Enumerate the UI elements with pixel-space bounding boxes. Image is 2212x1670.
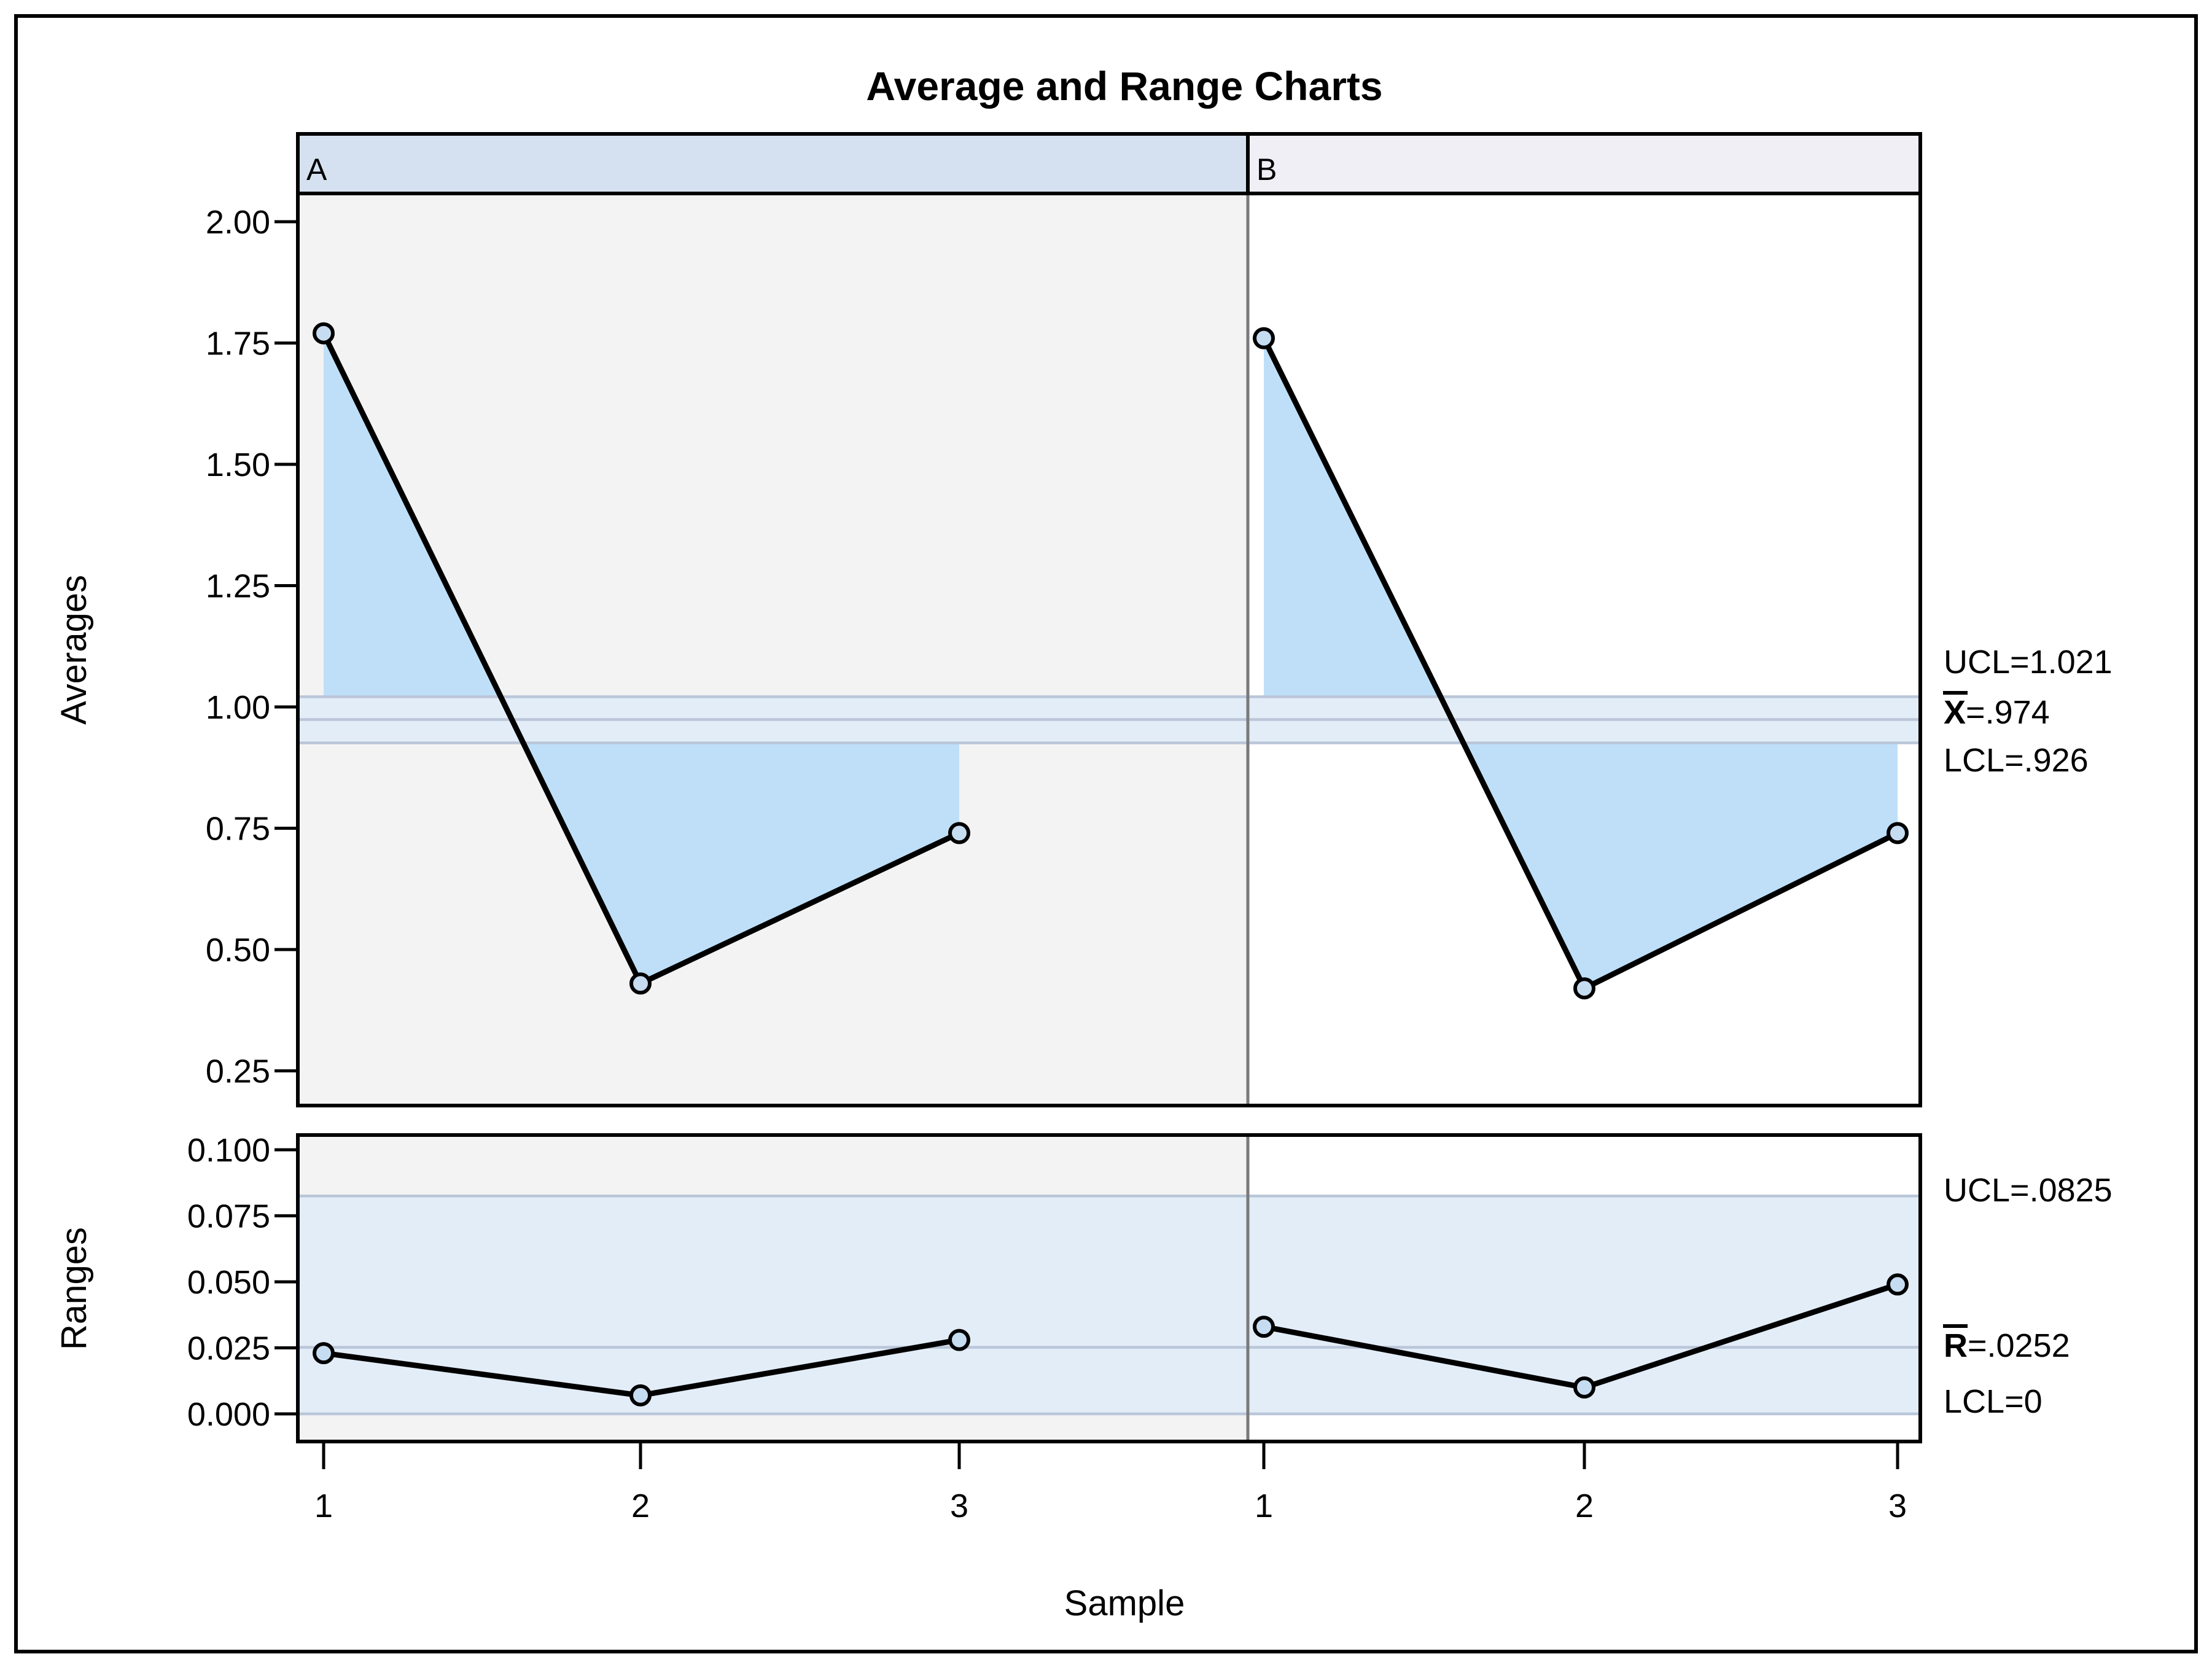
data-point-marker [1887,822,1909,845]
x-tick-label: 1 [314,1488,333,1524]
panel-header-b [1246,132,1922,195]
averages-chart [275,192,1968,1107]
y-tick-label: 1.75 [206,325,270,362]
data-point-marker [1887,1273,1909,1296]
panel-header-label-a: A [306,152,327,187]
y-tick-label: 1.00 [206,689,270,726]
chart-title: Average and Range Charts [866,63,1382,109]
panel-header-a [296,132,1250,195]
x-axis-label: Sample [1064,1583,1185,1623]
y-tick-label: 0.000 [187,1396,270,1433]
below-lcl-fill [523,743,959,984]
y-tick-label: 0.075 [187,1198,270,1235]
data-point-marker [1253,327,1275,349]
y-tick-label: 1.25 [206,568,270,604]
data-point-marker [1253,1316,1275,1338]
data-point-marker [1573,977,1595,1000]
plot-frame [296,1133,1922,1443]
y-tick-label: 0.100 [187,1132,270,1169]
data-point-marker [629,1384,652,1407]
limit-label: UCL=1.021 [1944,644,2113,681]
overline-bar [1943,1324,1968,1328]
limit-label: UCL=.0825 [1944,1172,2113,1209]
x-tick-label: 2 [1575,1488,1594,1524]
limit-label: R=.0252 [1944,1327,2070,1364]
y-tick-label: 0.50 [206,932,270,969]
plot-frame [296,192,1922,1107]
data-point-marker [629,972,652,995]
below-lcl-fill [1463,743,1898,989]
limit-label: X=.974 [1944,694,2050,731]
x-tick-label: 3 [950,1488,968,1524]
y-tick-label: 0.25 [206,1053,270,1090]
x-tick-label: 2 [631,1488,650,1524]
y-tick-label: 0.75 [206,810,270,847]
outer-border [14,14,2198,1653]
x-tick-label: 3 [1888,1488,1907,1524]
data-point-marker [1573,1376,1595,1399]
overline-bar [1943,691,1968,695]
limit-label: LCL=0 [1944,1383,2043,1420]
panel-header-label-b: B [1256,152,1277,187]
ranges-chart [275,1133,1968,1443]
data-point-marker [948,1329,970,1351]
y-tick-label: 2.00 [206,204,270,241]
control-limit-band [298,1196,1920,1414]
data-point-marker [948,822,970,845]
y-axis-label: Averages [54,575,94,725]
data-point-marker [313,322,335,345]
data-point-marker [313,1342,335,1365]
y-tick-label: 0.050 [187,1264,270,1301]
limit-label: LCL=.926 [1944,742,2089,779]
x-tick-label: 1 [1255,1488,1273,1524]
y-tick-label: 0.025 [187,1330,270,1367]
y-tick-label: 1.50 [206,447,270,483]
y-axis-label: Ranges [54,1227,94,1350]
